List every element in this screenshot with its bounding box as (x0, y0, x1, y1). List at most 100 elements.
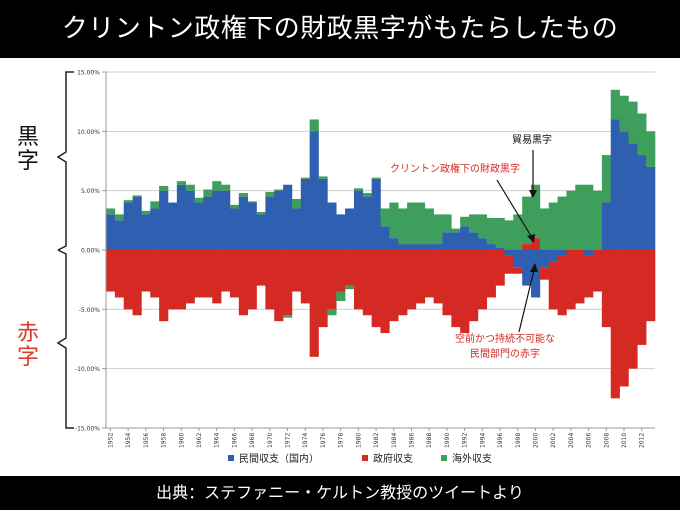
bar-private (336, 214, 346, 250)
bar-private (460, 226, 470, 250)
bar-government (159, 250, 169, 322)
y-tick-label: 15.00% (77, 70, 100, 77)
x-tick-label: 1992 (462, 433, 469, 448)
bar-government (362, 250, 372, 316)
bar-private (495, 247, 505, 250)
bar-foreign (593, 190, 603, 250)
bar-government (203, 250, 213, 298)
bar-foreign (238, 193, 248, 197)
bar-private (584, 250, 594, 256)
bar-government (336, 250, 346, 292)
bar-foreign (557, 196, 567, 250)
bar-foreign (362, 193, 372, 197)
bar-government (531, 238, 541, 250)
bar-government (185, 250, 195, 304)
surplus-brace (56, 71, 74, 251)
bar-foreign (477, 214, 488, 239)
bar-government (415, 250, 426, 304)
bar-private (619, 131, 629, 250)
x-tick-label: 1972 (285, 433, 292, 448)
annotation-trade-surplus: 貿易黒字 (512, 133, 552, 146)
x-tick-label: 1978 (338, 433, 345, 448)
bar-government (194, 250, 204, 298)
bar-foreign (265, 191, 275, 197)
bar-private (141, 214, 151, 250)
bar-private (362, 196, 372, 250)
bar-government (176, 250, 186, 310)
bar-foreign (229, 204, 240, 209)
bar-government (353, 250, 364, 310)
bar-foreign (628, 101, 638, 144)
annotation-private-deficit-line2: 民間部門の赤字 (470, 347, 540, 360)
bar-private (327, 202, 337, 250)
x-tick-label: 2000 (532, 433, 539, 448)
bar-private (256, 214, 266, 250)
bar-private (238, 196, 248, 250)
x-tick-label: 1956 (143, 433, 150, 448)
bar-foreign (415, 202, 426, 245)
data-bars (106, 89, 656, 399)
arrowhead-private-deficit (530, 263, 538, 272)
x-tick-label: 1984 (391, 433, 398, 448)
x-tick-label: 1996 (497, 433, 504, 448)
bar-government (318, 250, 328, 328)
bar-private (185, 190, 195, 250)
bar-private (371, 178, 381, 250)
bar-foreign (566, 190, 576, 250)
bar-government (548, 261, 558, 310)
bar-government (451, 250, 461, 328)
bar-foreign (460, 216, 470, 227)
bar-private (353, 190, 364, 250)
bar-foreign (318, 176, 328, 179)
y-tick-label: -15.00% (75, 426, 100, 433)
bar-government (212, 250, 222, 304)
x-tick-label: 1988 (426, 433, 433, 448)
bar-foreign (398, 208, 408, 245)
bar-private (628, 143, 638, 250)
bar-private (309, 131, 319, 250)
bar-foreign (646, 131, 656, 167)
bar-foreign (194, 197, 204, 203)
bar-foreign (274, 189, 284, 191)
bar-foreign (407, 202, 417, 245)
x-tick-label: 1976 (320, 433, 327, 448)
bar-private (176, 184, 186, 250)
bar-foreign (336, 291, 346, 302)
bar-government (557, 255, 567, 316)
bar-foreign (371, 177, 381, 179)
bar-foreign (601, 155, 612, 203)
bar-foreign (283, 315, 293, 318)
annotation-private-deficit-line1: 空前かつ持続不可能な (455, 332, 555, 345)
x-tick-label: 2002 (550, 433, 557, 448)
bar-foreign (469, 214, 479, 233)
bar-foreign (637, 113, 647, 156)
bar-private (610, 119, 620, 250)
bar-government (283, 250, 293, 316)
bar-foreign (159, 185, 169, 191)
x-axis-ticks: 1952 1954 1956 1958 1960 1962 1964 1966 1968 1970… (107, 428, 646, 448)
bar-government (327, 250, 337, 310)
x-tick-label: 1964 (214, 433, 221, 448)
bar-private (407, 244, 417, 250)
annotation-clinton-surplus: クリントン政権下の財政黒字 (390, 162, 520, 175)
bar-government (150, 250, 160, 298)
bar-government (477, 250, 488, 310)
bar-government (238, 250, 248, 316)
arrow-clinton-surplus (496, 179, 532, 237)
bar-private (548, 250, 558, 262)
legend-label-government: 政府収支 (373, 452, 413, 465)
x-tick-label: 1958 (161, 433, 168, 448)
bar-foreign (433, 214, 443, 245)
x-tick-label: 1970 (267, 433, 274, 448)
source-footer: 出典：ステファニー・ケルトン教授のツイートより (0, 476, 680, 510)
bar-private (167, 202, 178, 250)
bar-foreign (504, 220, 514, 250)
bar-private (477, 238, 488, 250)
bar-foreign (513, 214, 523, 250)
page-title: クリントン政権下の財政黒字がもたらしたもの (0, 0, 680, 58)
bar-foreign (141, 210, 151, 215)
bar-private (469, 232, 479, 250)
bar-private (123, 202, 133, 250)
bar-government (566, 250, 576, 310)
bar-private (318, 178, 328, 250)
